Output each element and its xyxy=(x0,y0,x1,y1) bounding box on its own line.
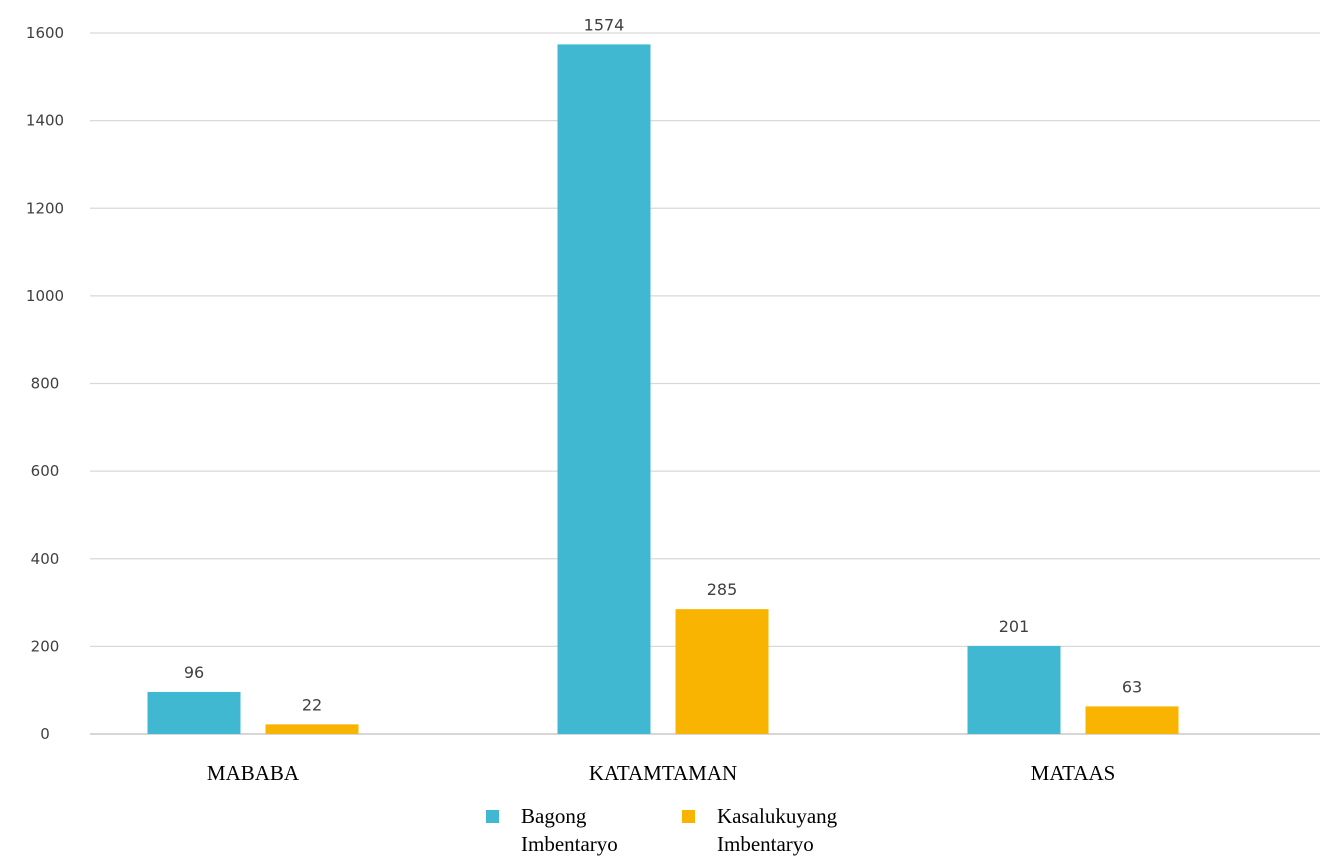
x-category-label: MATAAS xyxy=(1031,761,1116,785)
x-category-label: KATAMTAMAN xyxy=(589,761,737,785)
x-axis-category-labels: MABABA KATAMTAMAN MATAAS xyxy=(207,761,1115,785)
data-label: 96 xyxy=(184,663,204,682)
legend-item-bagong-imbentaryo: Bagong Imbentaryo xyxy=(486,802,651,858)
bar xyxy=(967,645,1061,734)
legend-item-kasalukuyang-imbentaryo: Kasalukuyang Imbentaryo xyxy=(682,802,847,858)
bar xyxy=(1085,706,1179,734)
gridlines xyxy=(90,32,1320,735)
legend: Bagong Imbentaryo Kasalukuyang Imbentary… xyxy=(486,802,906,862)
x-category-label: MABABA xyxy=(207,761,300,785)
legend-swatch-kasalukuyang xyxy=(682,810,695,823)
bar xyxy=(265,724,359,734)
data-label: 22 xyxy=(302,695,322,714)
bar-series xyxy=(147,44,1179,735)
y-tick-label: 1200 xyxy=(26,199,64,217)
y-tick-label: 1000 xyxy=(26,287,64,305)
y-axis-tick-labels: 0 200 400 600 800 1000 1200 1400 1600 xyxy=(26,24,64,743)
data-label: 285 xyxy=(707,580,738,599)
legend-label-kasalukuyang: Kasalukuyang Imbentaryo xyxy=(717,804,838,856)
data-labels: 96 22 1574 285 201 63 xyxy=(184,15,1142,714)
y-tick-label: 800 xyxy=(31,375,60,393)
data-label: 201 xyxy=(999,617,1030,636)
bar xyxy=(675,609,769,734)
y-tick-label: 1400 xyxy=(26,112,64,130)
bar-chart: 0 200 400 600 800 1000 1200 1400 1600 96 22 1574 28… xyxy=(26,15,1320,785)
y-tick-label: 200 xyxy=(31,637,60,655)
y-tick-label: 600 xyxy=(31,462,60,480)
y-tick-label: 400 xyxy=(31,550,60,568)
bar xyxy=(557,44,651,735)
y-tick-label: 0 xyxy=(40,725,50,743)
y-tick-label: 1600 xyxy=(26,24,64,42)
legend-swatch-bagong xyxy=(486,810,499,823)
data-label: 63 xyxy=(1122,677,1142,696)
data-label: 1574 xyxy=(584,15,625,34)
legend-label-bagong: Bagong Imbentaryo xyxy=(521,804,618,856)
bar xyxy=(147,691,241,734)
